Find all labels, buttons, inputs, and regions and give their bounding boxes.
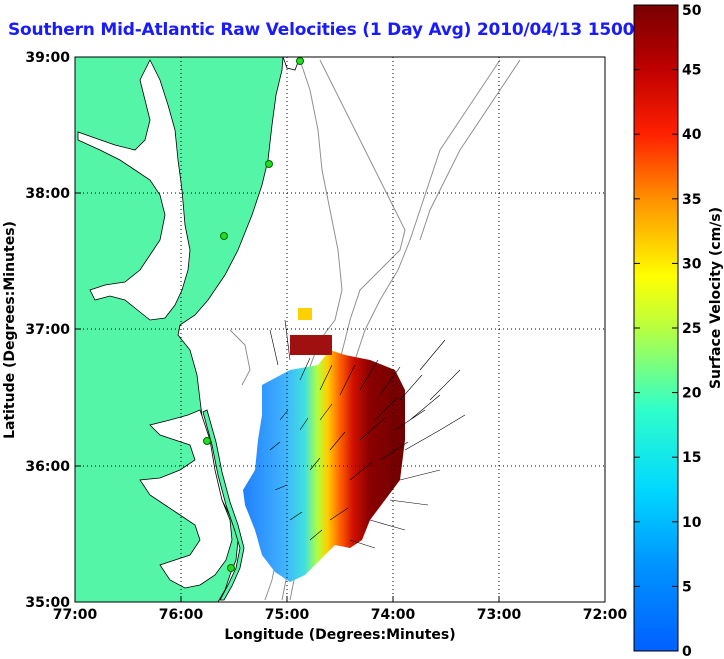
colorbar-tick-label: 35	[682, 192, 701, 208]
y-axis-label: Latitude (Degrees:Minutes)	[2, 221, 18, 439]
grid-lines	[75, 57, 605, 602]
colorbar-tick-label: 50	[682, 3, 702, 19]
y-tick-label: 38:00	[25, 186, 70, 202]
x-tick-label: 75:00	[265, 607, 310, 623]
station-marker	[265, 160, 273, 168]
y-tick-label: 36:00	[25, 459, 70, 475]
colorbar-tick-label: 40	[682, 127, 702, 143]
x-tick-label: 72:00	[583, 607, 628, 623]
colorbar-tick-label: 0	[682, 644, 692, 659]
velocity-arrows	[269, 319, 466, 549]
colorbar-gradient	[633, 4, 679, 652]
colorbar-tick-label: 10	[682, 515, 702, 531]
x-tick-label: 77:00	[53, 607, 98, 623]
x-tick-label: 76:00	[159, 607, 204, 623]
chesapeake-bay	[77, 59, 191, 321]
colorbar-tick-label: 45	[682, 63, 701, 79]
colorbar-tick-label: 25	[682, 321, 701, 337]
colorbar-tick-label: 5	[682, 579, 692, 595]
colorbar-tick-label: 20	[682, 386, 702, 402]
x-axis-label: Longitude (Degrees:Minutes)	[224, 627, 455, 643]
colorbar-tick-label: 15	[682, 450, 701, 466]
station-marker	[220, 232, 228, 240]
y-tick-label: 37:00	[25, 322, 70, 338]
station-marker	[296, 57, 304, 65]
y-tick-label: 35:00	[25, 595, 70, 611]
y-tick-label: 39:00	[25, 50, 70, 66]
x-tick-label: 74:00	[371, 607, 416, 623]
x-tick-label: 73:00	[477, 607, 522, 623]
colorbar-tick-label: 30	[682, 256, 702, 272]
colorbar-ticks: 0 5 10 15 20 25 30 35 40 45 50	[634, 3, 702, 659]
pamlico-sound	[139, 409, 233, 589]
station-marker	[227, 564, 235, 572]
station-markers	[203, 57, 304, 572]
x-tick-labels: 77:00 76:00 75:00 74:00 73:00 72:00	[53, 607, 628, 623]
colorbar-label: Surface Velocity (cm/s)	[708, 207, 724, 389]
colorbar: 0 5 10 15 20 25 30 35 40 45 50 Surface Velocity (c…	[633, 3, 724, 659]
map-title: Southern Mid-Atlantic Raw Velocities (1 …	[8, 20, 677, 40]
y-tick-labels: 39:00 38:00 37:00 36:00 35:00	[25, 50, 70, 611]
station-marker	[203, 437, 211, 445]
map-plot-area	[75, 57, 605, 602]
